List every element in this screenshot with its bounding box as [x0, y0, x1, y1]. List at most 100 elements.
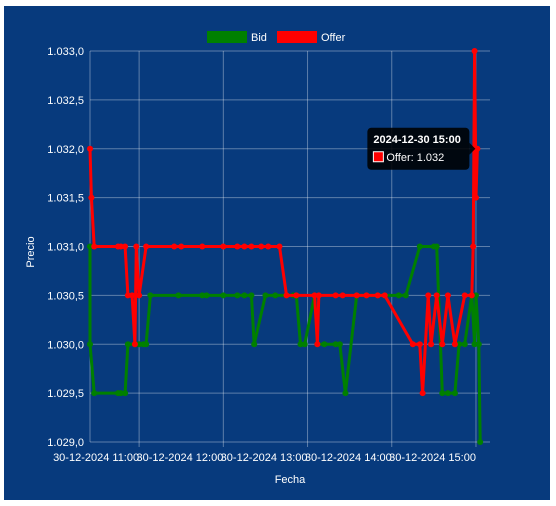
data-point-offer[interactable]: [314, 341, 321, 348]
data-point-offer[interactable]: [129, 292, 136, 299]
data-point-offer[interactable]: [470, 243, 477, 250]
data-point-bid[interactable]: [451, 390, 458, 397]
data-point-bid[interactable]: [272, 292, 279, 299]
data-point-bid[interactable]: [433, 243, 440, 250]
data-point-bid[interactable]: [416, 243, 423, 250]
data-point-bid[interactable]: [301, 341, 308, 348]
data-point-offer[interactable]: [124, 292, 131, 299]
data-point-offer[interactable]: [474, 145, 481, 152]
data-point-bid[interactable]: [136, 341, 143, 348]
data-point-bid[interactable]: [475, 341, 482, 348]
data-point-bid[interactable]: [444, 390, 451, 397]
data-point-offer[interactable]: [416, 341, 423, 348]
data-point-bid[interactable]: [175, 292, 182, 299]
data-point-bid[interactable]: [262, 292, 269, 299]
data-point-offer[interactable]: [419, 390, 426, 397]
data-point-offer[interactable]: [374, 292, 381, 299]
tooltip-title: 2024-12-30 15:00: [373, 134, 460, 146]
data-point-offer[interactable]: [199, 243, 206, 250]
tooltip-label: Offer: 1.032: [386, 152, 444, 164]
data-point-offer[interactable]: [332, 292, 339, 299]
data-point-bid[interactable]: [241, 292, 248, 299]
data-point-offer[interactable]: [311, 292, 318, 299]
data-point-offer[interactable]: [471, 48, 478, 54]
data-point-offer[interactable]: [143, 243, 150, 250]
data-point-offer[interactable]: [241, 243, 248, 250]
data-point-offer[interactable]: [472, 194, 479, 201]
series-offer: [87, 48, 481, 397]
data-point-bid[interactable]: [234, 292, 241, 299]
grid: [89, 50, 490, 443]
data-point-bid[interactable]: [122, 390, 129, 397]
data-point-offer[interactable]: [234, 243, 241, 250]
data-point-bid[interactable]: [91, 390, 98, 397]
data-point-offer[interactable]: [451, 341, 458, 348]
data-point-bid[interactable]: [472, 292, 479, 299]
y-tick-label: 1.030,0: [47, 339, 84, 351]
data-point-offer[interactable]: [444, 292, 451, 299]
legend-label-bid[interactable]: Bid: [251, 32, 267, 44]
data-point-bid[interactable]: [87, 341, 93, 348]
data-point-offer[interactable]: [433, 292, 440, 299]
data-point-offer[interactable]: [265, 243, 272, 250]
data-point-offer[interactable]: [315, 292, 322, 299]
x-tick-label: 30-12-2024 14:00: [305, 452, 392, 464]
data-point-bid[interactable]: [297, 341, 304, 348]
chart-panel: Bid Offer 1.029,0 1.029,5 1.030,0 1.030,5 1.0…: [4, 6, 550, 500]
data-point-offer[interactable]: [428, 341, 435, 348]
data-point-offer[interactable]: [131, 341, 138, 348]
data-point-bid[interactable]: [471, 341, 478, 348]
data-point-offer[interactable]: [468, 292, 475, 299]
data-point-offer[interactable]: [122, 243, 129, 250]
x-tick-label: 30-12-2024 15:00: [389, 452, 476, 464]
data-point-offer[interactable]: [88, 194, 95, 201]
data-point-bid[interactable]: [199, 292, 206, 299]
data-point-offer[interactable]: [117, 243, 124, 250]
data-point-bid[interactable]: [336, 341, 343, 348]
data-point-offer[interactable]: [220, 243, 227, 250]
legend-swatch-offer[interactable]: [277, 31, 317, 43]
data-point-offer[interactable]: [363, 292, 370, 299]
data-point-offer[interactable]: [178, 243, 185, 250]
data-point-bid[interactable]: [456, 341, 463, 348]
data-point-bid[interactable]: [402, 292, 409, 299]
data-point-offer[interactable]: [339, 292, 346, 299]
data-point-offer[interactable]: [461, 292, 468, 299]
data-point-offer[interactable]: [136, 292, 143, 299]
data-point-bid[interactable]: [342, 390, 349, 397]
data-point-offer[interactable]: [171, 243, 178, 250]
legend-swatch-bid[interactable]: [207, 31, 247, 43]
data-point-bid[interactable]: [248, 292, 255, 299]
data-point-offer[interactable]: [276, 243, 283, 250]
data-point-bid[interactable]: [251, 341, 258, 348]
data-point-offer[interactable]: [439, 341, 446, 348]
data-point-offer[interactable]: [425, 292, 432, 299]
tooltip-box: [367, 127, 470, 170]
data-point-bid[interactable]: [124, 341, 131, 348]
data-point-offer[interactable]: [353, 292, 360, 299]
data-point-bid[interactable]: [143, 341, 150, 348]
data-point-offer[interactable]: [409, 341, 416, 348]
data-point-bid[interactable]: [477, 439, 484, 445]
data-point-bid[interactable]: [321, 341, 328, 348]
data-point-offer[interactable]: [248, 243, 255, 250]
tooltip-caret: [469, 142, 476, 155]
data-point-offer[interactable]: [87, 145, 93, 152]
data-point-offer[interactable]: [133, 243, 140, 250]
data-point-bid[interactable]: [439, 390, 446, 397]
data-point-offer[interactable]: [381, 292, 388, 299]
data-point-bid[interactable]: [87, 243, 93, 250]
data-point-bid[interactable]: [461, 341, 468, 348]
data-point-bid[interactable]: [332, 341, 339, 348]
data-point-offer[interactable]: [293, 292, 300, 299]
data-point-bid[interactable]: [147, 292, 154, 299]
data-point-offer[interactable]: [283, 292, 290, 299]
data-point-bid[interactable]: [220, 292, 227, 299]
data-point-bid[interactable]: [203, 292, 210, 299]
data-point-bid[interactable]: [117, 390, 124, 397]
data-point-bid[interactable]: [395, 292, 402, 299]
data-point-offer[interactable]: [91, 243, 98, 250]
legend-label-offer[interactable]: Offer: [321, 32, 346, 44]
data-point-offer[interactable]: [258, 243, 265, 250]
y-axis-title: Precio: [25, 236, 37, 267]
